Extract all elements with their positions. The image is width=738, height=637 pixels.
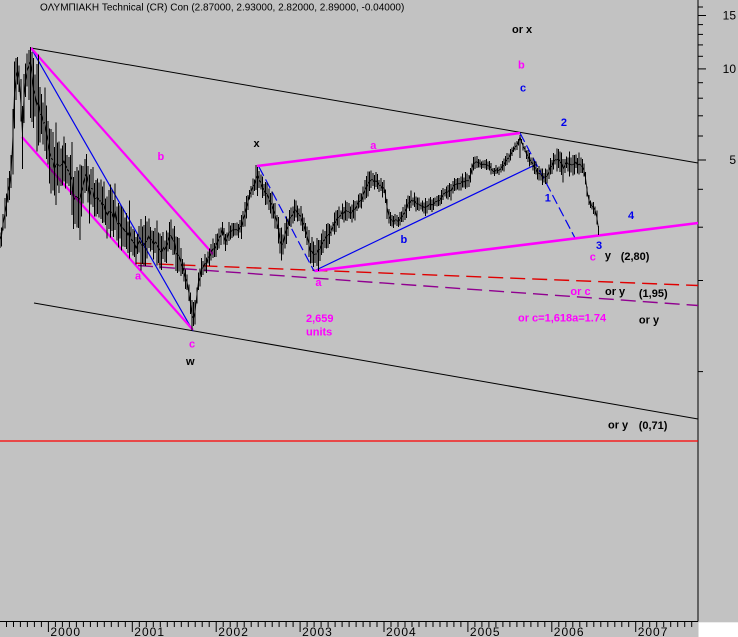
svg-text:2002: 2002 <box>218 625 249 637</box>
svg-text:2003: 2003 <box>302 625 333 637</box>
svg-text:(2,80): (2,80) <box>621 251 650 263</box>
svg-text:w: w <box>185 356 195 368</box>
svg-text:or y: or y <box>639 315 660 327</box>
svg-text:b: b <box>518 60 525 72</box>
svg-text:2006: 2006 <box>554 625 585 637</box>
svg-text:2,659: 2,659 <box>306 313 334 325</box>
svg-text:c: c <box>590 252 596 264</box>
svg-text:4: 4 <box>628 210 635 222</box>
svg-text:or y: or y <box>605 286 626 298</box>
svg-text:or y: or y <box>608 420 629 432</box>
svg-text:2: 2 <box>561 117 567 129</box>
svg-text:or c=1,618a=1.74: or c=1,618a=1.74 <box>518 313 607 325</box>
svg-text:15: 15 <box>723 9 737 23</box>
svg-text:a: a <box>135 271 142 283</box>
svg-text:b: b <box>158 151 165 163</box>
svg-text:(0,71): (0,71) <box>639 420 668 432</box>
svg-text:or x: or x <box>512 24 533 36</box>
svg-text:2005: 2005 <box>470 625 501 637</box>
svg-text:2000: 2000 <box>50 625 81 637</box>
svg-text:2007: 2007 <box>638 625 669 637</box>
svg-text:y: y <box>605 250 612 262</box>
svg-text:10: 10 <box>723 62 737 76</box>
svg-text:x: x <box>254 138 261 150</box>
svg-text:(1,95): (1,95) <box>639 288 668 300</box>
svg-text:2004: 2004 <box>386 625 417 637</box>
svg-text:a: a <box>315 277 322 289</box>
svg-text:a: a <box>370 140 377 152</box>
svg-text:b: b <box>401 234 408 246</box>
svg-text:c: c <box>520 83 526 95</box>
svg-text:ΟΛΥΜΠΙΑΚΗ Technical (CR) Con (: ΟΛΥΜΠΙΑΚΗ Technical (CR) Con (2.87000, 2… <box>40 3 404 14</box>
svg-text:3: 3 <box>596 240 602 252</box>
svg-text:1: 1 <box>545 193 551 205</box>
svg-text:5: 5 <box>729 153 736 167</box>
svg-text:or c: or c <box>570 286 590 298</box>
svg-text:2001: 2001 <box>134 625 165 637</box>
svg-text:c: c <box>189 339 195 351</box>
svg-text:units: units <box>306 327 332 339</box>
